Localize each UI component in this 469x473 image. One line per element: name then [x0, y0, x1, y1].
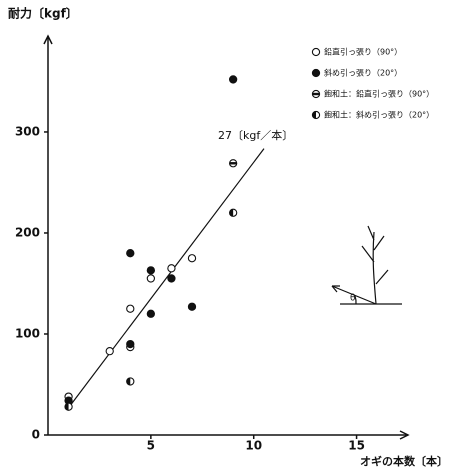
legend-label: 鉛直引っ張り（90°） — [324, 47, 402, 57]
point — [127, 378, 134, 385]
point — [188, 303, 195, 310]
point — [147, 310, 154, 317]
legend-marker — [312, 69, 319, 76]
y-tick-label: 200 — [15, 225, 40, 239]
point — [147, 267, 154, 274]
marker-stripe — [230, 162, 237, 164]
y-tick-label: 100 — [15, 326, 40, 340]
y-axis-label: 耐力〔kgf〕 — [8, 6, 78, 21]
point — [127, 305, 134, 312]
point — [127, 340, 134, 347]
point — [230, 76, 237, 83]
point — [230, 209, 237, 216]
legend-marker — [312, 90, 319, 97]
point — [230, 160, 237, 167]
fit-line — [69, 149, 264, 408]
point — [168, 275, 175, 282]
marker-stripe — [312, 93, 319, 95]
legend-marker — [312, 111, 319, 118]
x-axis-label: オギの本数〔本〕 — [360, 454, 448, 468]
x-tick-label: 15 — [348, 439, 365, 453]
chart: 耐力〔kgf〕 オギの本数〔本〕 θ 5 10 15 0 100 200 300 27〔kgf… — [0, 0, 469, 469]
fit-label: 27〔kgf／本〕 — [218, 128, 293, 142]
point — [127, 250, 134, 257]
inset-label: θ — [350, 294, 356, 304]
legend-label: 斜め引っ張り（20°） — [324, 68, 402, 78]
point — [168, 265, 175, 272]
legend-label: 飽和土：斜め引っ張り（20°） — [324, 110, 434, 120]
y-tick-label: 0 — [32, 428, 40, 442]
point — [188, 255, 195, 262]
point — [147, 275, 154, 282]
x-tick-label: 10 — [245, 439, 262, 453]
legend-marker — [312, 48, 319, 55]
point — [106, 348, 113, 355]
legend-label: 飽和土：鉛直引っ張り（90°） — [324, 89, 434, 99]
y-tick-label: 300 — [15, 124, 40, 138]
inset-illustration — [332, 226, 402, 304]
x-tick-label: 5 — [147, 439, 155, 453]
point — [65, 403, 72, 410]
